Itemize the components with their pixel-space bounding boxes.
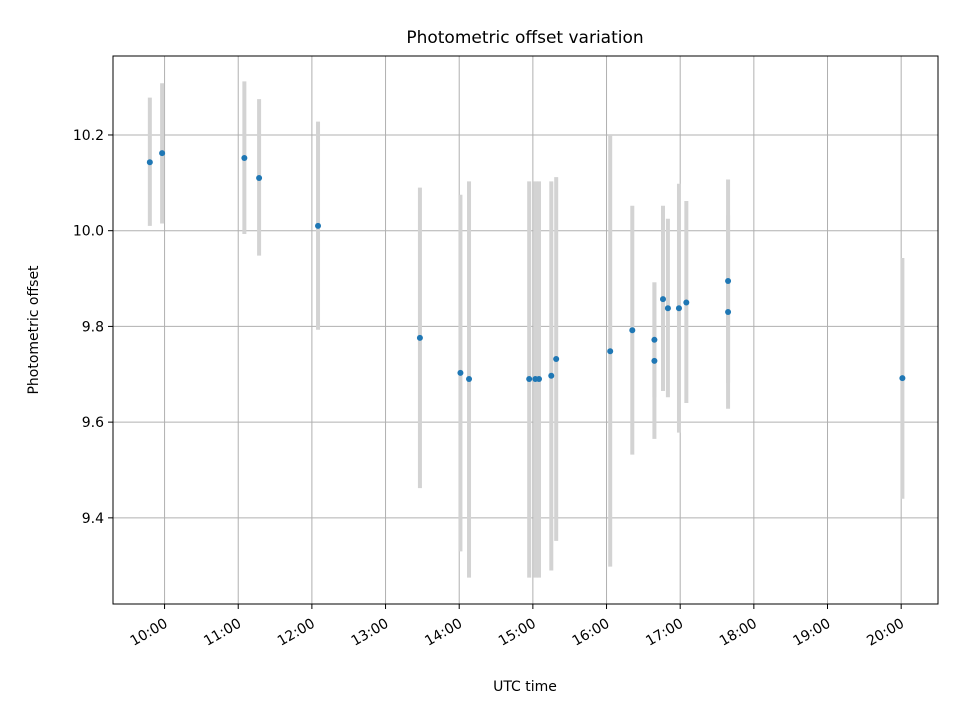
y-axis-label: Photometric offset — [26, 265, 42, 395]
data-point — [683, 299, 690, 306]
x-axis-label: UTC time — [493, 679, 557, 695]
plot-frame — [112, 55, 939, 605]
data-point — [660, 296, 666, 303]
data-point — [725, 309, 732, 316]
data-point — [466, 376, 473, 383]
chart-title: Photometric offset variation — [406, 28, 643, 48]
data-point — [241, 154, 248, 161]
y-axis-ticks: 9.4 9.6 9.8 10.0 10.2 — [73, 128, 113, 527]
data-point — [548, 372, 555, 379]
data-point — [629, 327, 636, 334]
data-point — [675, 305, 682, 312]
data-point — [256, 175, 263, 182]
y-tick-label: 9.8 — [82, 319, 104, 335]
data-point — [651, 336, 658, 343]
data-point — [526, 376, 533, 383]
data-point — [315, 222, 322, 229]
data-point — [651, 357, 658, 364]
data-point — [536, 376, 543, 383]
data-point — [146, 159, 153, 166]
y-tick-label: 10.0 — [73, 224, 104, 240]
data-point — [899, 375, 906, 382]
data-point — [607, 348, 614, 355]
data-point — [664, 305, 671, 312]
data-point — [725, 277, 732, 284]
data-point — [457, 369, 464, 376]
data-point — [553, 355, 560, 362]
y-tick-label: 10.2 — [73, 128, 104, 144]
data-point — [159, 150, 166, 157]
y-tick-label: 9.4 — [82, 511, 104, 527]
data-point — [416, 334, 423, 341]
y-tick-label: 9.6 — [82, 415, 104, 431]
data-points — [146, 150, 906, 383]
